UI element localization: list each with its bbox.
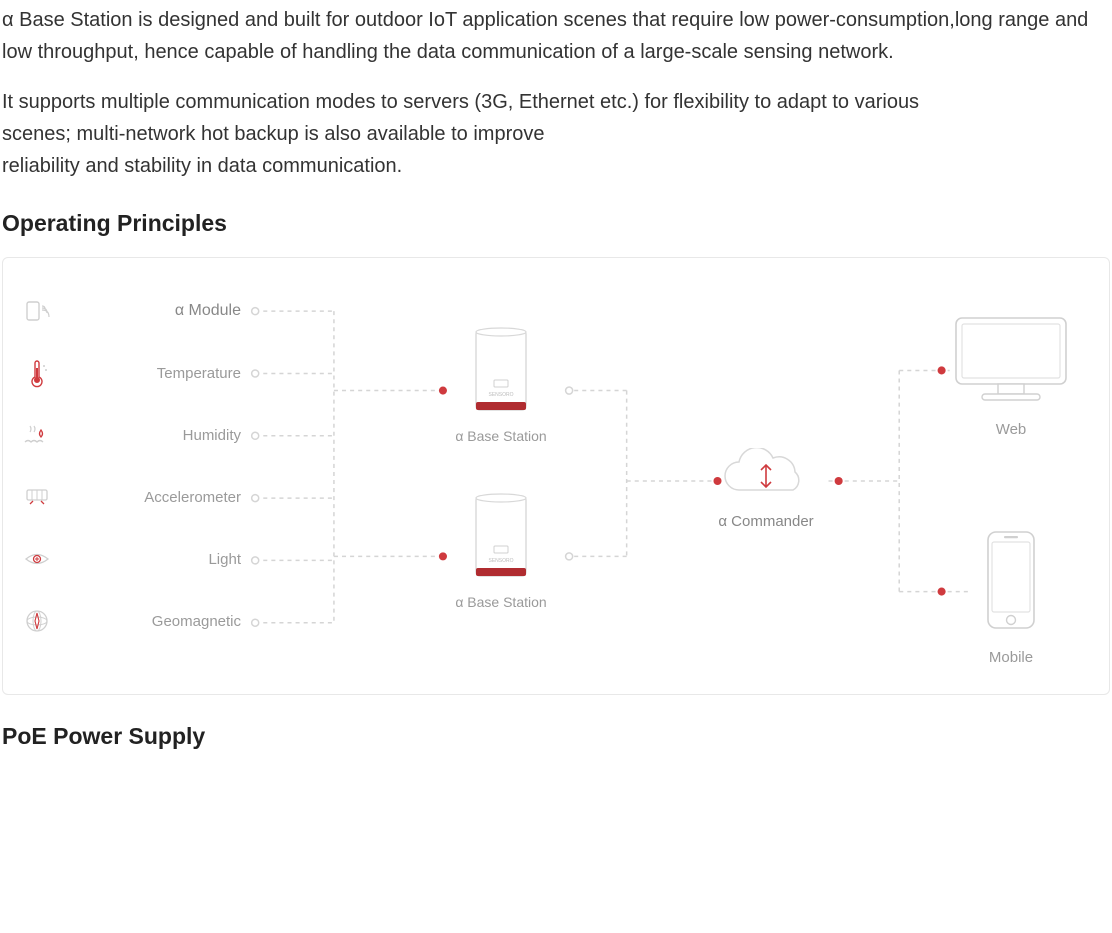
sensor-module-label: α Module [65, 302, 241, 320]
web-output: Web [941, 310, 1081, 438]
intro-p2-line3: reliability and stability in data commun… [2, 150, 1110, 182]
svg-text:SENSORO: SENSORO [488, 558, 513, 564]
light-icon [21, 543, 53, 575]
cloud-icon [711, 448, 821, 504]
base-station-2-label: α Base Station [441, 594, 561, 610]
temperature-icon [21, 357, 53, 389]
sensor-humidity: Humidity [21, 404, 241, 466]
mobile-output: Mobile [976, 528, 1046, 666]
intro-paragraph-2: It supports multiple communication modes… [2, 86, 1110, 182]
web-label: Web [941, 421, 1081, 438]
sensor-temperature-label: Temperature [65, 365, 241, 382]
commander-label: α Commander [706, 513, 826, 530]
heading-poe-power-supply: PoE Power Supply [2, 723, 1110, 750]
commander-node: α Commander [706, 448, 826, 530]
sensor-module: α Module [21, 280, 241, 342]
mobile-icon [980, 528, 1042, 638]
base-station-2: SENSORO α Base Station [441, 490, 561, 610]
base-station-1: SENSORO α Base Station [441, 324, 561, 444]
sensor-light-label: Light [65, 551, 241, 568]
sensors-column: α Module Temperature [21, 280, 241, 652]
sensor-light: Light [21, 528, 241, 590]
mobile-label: Mobile [976, 649, 1046, 666]
humidity-icon [21, 419, 53, 451]
heading-operating-principles: Operating Principles [2, 210, 1110, 237]
sensor-temperature: Temperature [21, 342, 241, 404]
intro-paragraph-1: α Base Station is designed and built for… [2, 4, 1110, 68]
sensor-accelerometer-label: Accelerometer [65, 489, 241, 506]
accelerometer-icon [21, 481, 53, 513]
operating-principles-diagram: α Module Temperature [2, 257, 1110, 695]
geomagnetic-icon [21, 605, 53, 637]
base-station-icon: SENSORO [460, 324, 542, 422]
sensor-humidity-label: Humidity [65, 427, 241, 444]
module-icon [21, 295, 53, 327]
sensor-geomagnetic: Geomagnetic [21, 590, 241, 652]
sensor-geomagnetic-label: Geomagnetic [65, 613, 241, 630]
monitor-icon [946, 310, 1076, 410]
sensor-accelerometer: Accelerometer [21, 466, 241, 528]
intro-p2-line2: scenes; multi-network hot backup is also… [2, 118, 1110, 150]
intro-p2-line1: It supports multiple communication modes… [2, 86, 1110, 118]
base-station-1-label: α Base Station [441, 428, 561, 444]
svg-text:SENSORO: SENSORO [488, 392, 513, 398]
base-station-icon: SENSORO [460, 490, 542, 588]
